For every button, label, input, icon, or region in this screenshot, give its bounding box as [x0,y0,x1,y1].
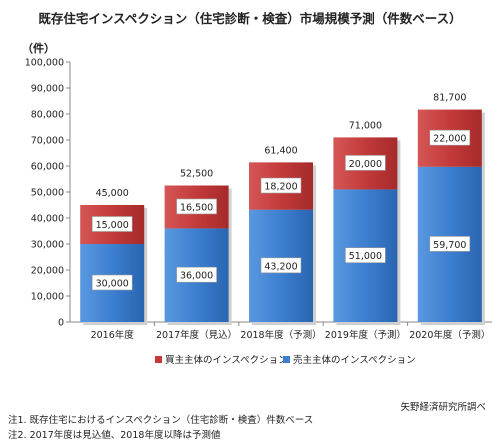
y-tick-label: 60,000 [31,162,64,173]
buyer-value-box [176,198,217,215]
y-tick-label: 0 [58,318,64,329]
y-tick-label: 10,000 [31,292,64,303]
note-2: 注2. 2017年度は見込値、2018年度以降は予測値 [8,430,221,441]
seller-value-box [429,236,471,252]
y-axis-unit: （件） [22,42,55,55]
x-tick-label: 2016年度 [91,329,135,341]
seller-value-label: 43,200 [264,261,297,272]
y-tick-label: 50,000 [31,188,64,199]
seller-value-label: 51,000 [349,251,382,262]
seller-value-label: 30,000 [96,279,129,290]
y-tick-label: 30,000 [31,240,64,251]
seller-value-box [260,257,302,274]
y-tick-label: 40,000 [31,214,64,225]
seller-value-box [176,266,217,283]
y-tick-label: 70,000 [31,136,64,147]
total-value-label: 52,500 [180,169,213,180]
y-tick-label: 100,000 [25,58,64,69]
x-tick-label: 2018年度（予測） [240,329,321,341]
buyer-value-label: 18,200 [264,182,297,193]
buyer-value-label: 22,000 [433,134,466,145]
seller-value-label: 59,700 [433,240,466,251]
y-tick-label: 20,000 [31,266,64,277]
y-tick-label: 80,000 [31,110,64,121]
legend-buyer-label: 買主主体のインスペクション [165,355,288,366]
legend-seller-label: 売主主体のインスペクション [293,355,416,366]
buyer-value-label: 16,500 [180,202,213,213]
legend-buyer: 買主主体のインスペクション [155,352,288,366]
x-tick-label: 2019年度（予測） [325,329,406,341]
legend-seller-swatch [283,355,290,363]
seller-value-label: 36,000 [180,271,213,282]
chart-title: 既存住宅インスペクション（住宅診断・検査）市場規模予測（件数ベース） [38,11,462,26]
legend-seller: 売主主体のインスペクション [283,352,416,366]
note-1: 注1. 既存住宅におけるインスペクション（住宅診断・検査）件数ベース [8,415,314,426]
legend-buyer-swatch [155,355,162,363]
buyer-value-box [429,129,471,146]
total-value-label: 71,000 [349,120,382,131]
x-tick-label: 2020年度（予測） [409,329,490,341]
total-value-label: 61,400 [264,145,297,156]
seller-value-box [345,247,386,263]
source-credit: 矢野経済研究所調べ [400,402,486,413]
buyer-value-label: 15,000 [96,220,129,231]
buyer-value-box [345,155,386,171]
total-value-label: 81,700 [433,93,466,104]
y-tick-label: 90,000 [31,84,64,95]
buyer-value-box [91,216,133,232]
x-tick-label: 2017年度（見込） [156,329,237,341]
buyer-value-label: 20,000 [349,159,382,170]
buyer-value-box [260,177,302,194]
seller-value-box [91,274,133,291]
total-value-label: 45,000 [96,188,129,199]
